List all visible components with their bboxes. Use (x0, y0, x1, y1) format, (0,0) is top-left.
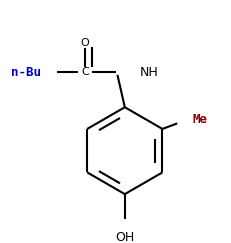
Text: n-Bu: n-Bu (11, 66, 41, 78)
Text: NH: NH (140, 66, 158, 78)
Text: Me: Me (193, 113, 208, 126)
Text: C: C (81, 67, 89, 77)
Text: O: O (81, 37, 89, 48)
Text: OH: OH (115, 231, 134, 243)
